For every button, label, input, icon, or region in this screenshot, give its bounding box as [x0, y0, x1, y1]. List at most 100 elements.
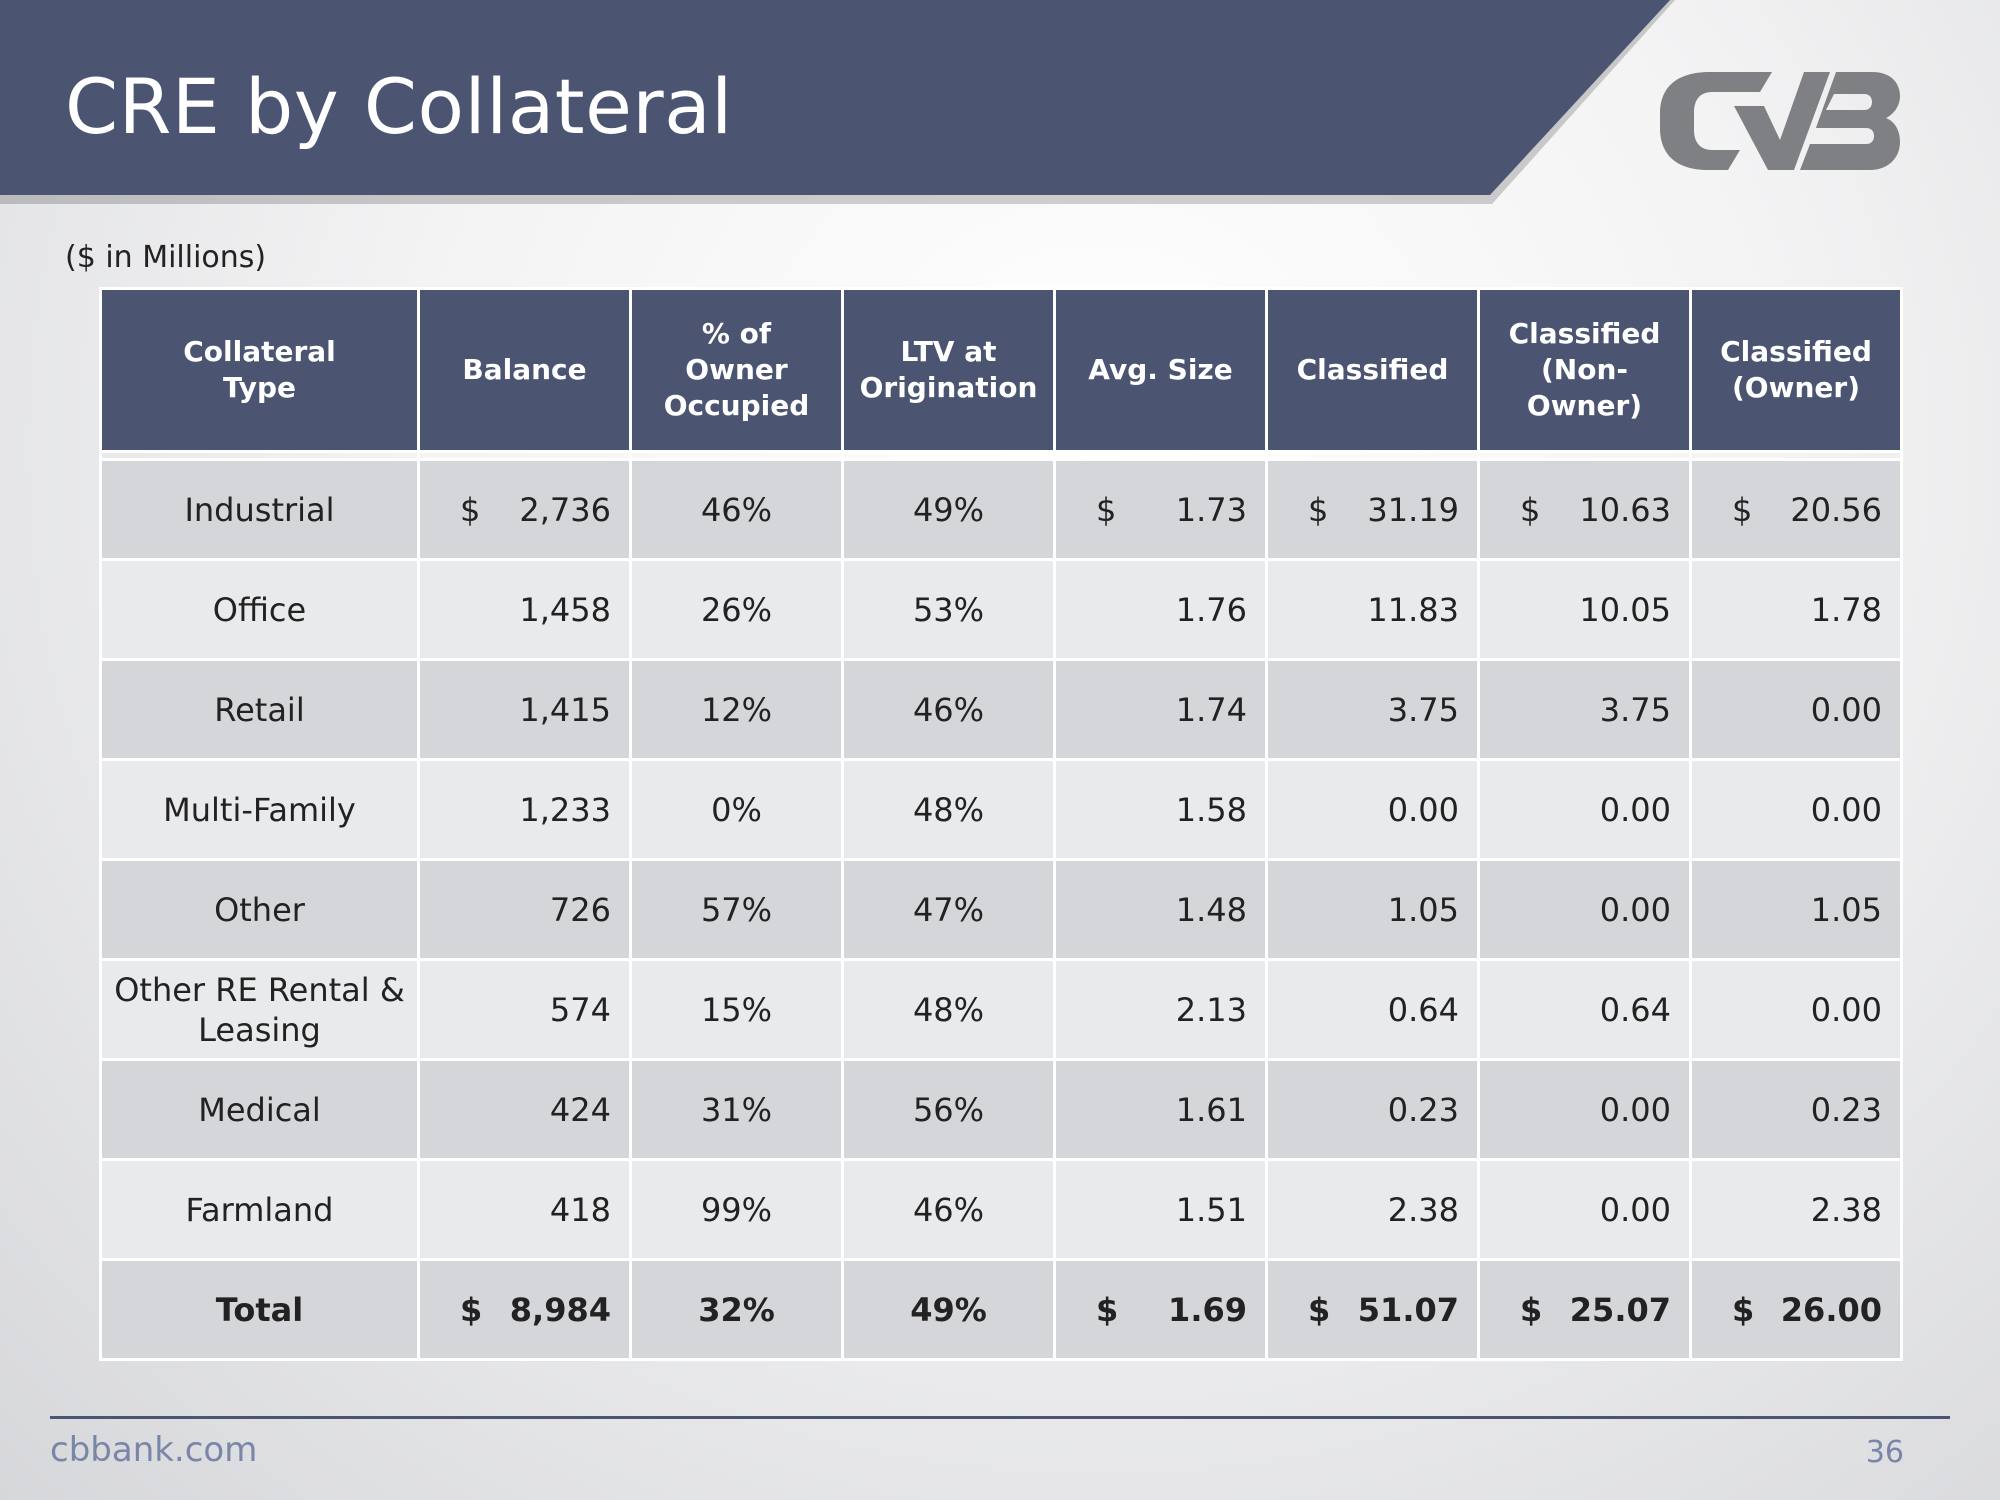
cell-value: 1,458: [519, 590, 611, 629]
cell-value: 25.07: [1569, 1290, 1671, 1329]
owner-occupied-cell: 0%: [629, 758, 844, 861]
cell-value: 99%: [700, 1190, 773, 1229]
cell-value: 0.23: [1387, 1090, 1459, 1129]
cell-value: 2.38: [1810, 1190, 1882, 1229]
classified-cell: 0.23: [1265, 1058, 1480, 1161]
classified-owner-cell: 2.38: [1689, 1158, 1903, 1261]
column-header: Classified (Owner): [1689, 287, 1903, 453]
cell-value: 424: [549, 1090, 611, 1129]
cell-value: 1.05: [1387, 890, 1459, 929]
column-header-text: LTV at: [900, 335, 997, 368]
cell-value: 46%: [912, 690, 985, 729]
cell-value: 0.64: [1387, 990, 1459, 1029]
avg-size-cell: 1.74: [1053, 658, 1268, 761]
footer-website[interactable]: cbbank.com: [50, 1430, 258, 1470]
collateral-type-cell: Farmland: [99, 1158, 420, 1261]
cell-value: 2.13: [1175, 990, 1247, 1029]
cell-value: 56%: [912, 1090, 985, 1129]
cell-value: 0.00: [1599, 1190, 1671, 1229]
classified-cell: $51.07: [1265, 1258, 1480, 1361]
column-header-text: Classified: [1296, 353, 1449, 386]
column-header: Collateral Type: [99, 287, 420, 453]
classified-non-owner-cell: 0.00: [1477, 858, 1692, 961]
cell-value: 0.00: [1387, 790, 1459, 829]
cell-value: 0.00: [1810, 990, 1882, 1029]
cell-value: 1.76: [1175, 590, 1247, 629]
cell-value: 57%: [700, 890, 773, 929]
classified-non-owner-cell: 0.00: [1477, 1058, 1692, 1161]
collateral-type-cell: Medical: [99, 1058, 420, 1161]
cell-value: 48%: [912, 790, 985, 829]
table-row: Medical 424 31% 56% 1.61 0.23 0.00 0.23: [99, 1058, 1903, 1161]
table-row: Multi-Family 1,233 0% 48% 1.58 0.00 0.00 0.00: [99, 758, 1903, 861]
collateral-type-cell: Total: [99, 1258, 420, 1361]
cell-value: 1.58: [1175, 790, 1247, 829]
ltv-cell: 46%: [841, 1158, 1056, 1261]
classified-cell: 0.00: [1265, 758, 1480, 861]
cell-value: 26%: [700, 590, 773, 629]
classified-owner-cell: 1.05: [1689, 858, 1903, 961]
classified-non-owner-cell: 0.64: [1477, 958, 1692, 1061]
cell-value: 0%: [711, 790, 762, 829]
cell-value: 49%: [910, 1290, 987, 1329]
cell-value: 1.05: [1810, 890, 1882, 929]
collateral-type-cell: Other: [99, 858, 420, 961]
ltv-cell: 47%: [841, 858, 1056, 961]
currency-symbol: $: [460, 490, 481, 529]
cell-value: 0.23: [1810, 1090, 1882, 1129]
cell-value: 0.00: [1810, 790, 1882, 829]
column-header: Avg. Size: [1053, 287, 1268, 453]
owner-occupied-cell: 99%: [629, 1158, 844, 1261]
cell-value: 11.83: [1367, 590, 1459, 629]
classified-non-owner-cell: 10.05: [1477, 558, 1692, 661]
cell-value: 1.69: [1168, 1290, 1247, 1329]
classified-cell: $31.19: [1265, 458, 1480, 561]
currency-symbol: $: [1520, 1290, 1543, 1329]
total-row: Total $8,984 32% 49% $1.69 $51.07 $25.07 $26.00: [99, 1258, 1903, 1361]
cell-value: 46%: [700, 490, 773, 529]
cell-value: 26.00: [1780, 1290, 1882, 1329]
collateral-type-text: Other RE Rental &: [114, 970, 405, 1009]
balance-cell: 574: [417, 958, 632, 1061]
collateral-type-cell: Retail: [99, 658, 420, 761]
currency-symbol: $: [1308, 1290, 1331, 1329]
owner-occupied-cell: 12%: [629, 658, 844, 761]
cell-value: 1.51: [1175, 1190, 1247, 1229]
balance-cell: 1,233: [417, 758, 632, 861]
cell-value: 0.00: [1599, 1090, 1671, 1129]
column-header-text: Type: [222, 371, 297, 404]
owner-occupied-cell: 31%: [629, 1058, 844, 1161]
collateral-type-cell: Office: [99, 558, 420, 661]
ltv-cell: 48%: [841, 958, 1056, 1061]
balance-cell: $8,984: [417, 1258, 632, 1361]
cell-value: 0.00: [1599, 890, 1671, 929]
balance-cell: 1,415: [417, 658, 632, 761]
table-row: Farmland 418 99% 46% 1.51 2.38 0.00 2.38: [99, 1158, 1903, 1261]
column-header-text: Avg. Size: [1088, 353, 1233, 386]
cell-value: 20.56: [1790, 490, 1882, 529]
cvb-logo-icon: [1660, 72, 1900, 170]
ltv-cell: 49%: [841, 1258, 1056, 1361]
balance-cell: $2,736: [417, 458, 632, 561]
cell-value: 574: [549, 990, 611, 1029]
title-banner: [0, 0, 1670, 195]
collateral-type-cell: Other RE Rental & Leasing: [99, 958, 420, 1061]
header-gap: [99, 450, 1903, 461]
collateral-type-text: Multi-Family: [163, 790, 356, 829]
avg-size-cell: 1.51: [1053, 1158, 1268, 1261]
cell-value: 2,736: [519, 490, 611, 529]
classified-non-owner-cell: $25.07: [1477, 1258, 1692, 1361]
collateral-type-text: Office: [212, 590, 307, 629]
cell-value: 46%: [912, 1190, 985, 1229]
column-header: Classified (Non- Owner): [1477, 287, 1692, 453]
classified-cell: 0.64: [1265, 958, 1480, 1061]
cell-value: 8,984: [509, 1290, 611, 1329]
cre-collateral-table: Collateral Type Balance% of Owner Occupied LT…: [99, 287, 1903, 1361]
ltv-cell: 46%: [841, 658, 1056, 761]
cell-value: 10.05: [1579, 590, 1671, 629]
cell-value: 47%: [912, 890, 985, 929]
owner-occupied-cell: 15%: [629, 958, 844, 1061]
cell-value: 1.61: [1175, 1090, 1247, 1129]
owner-occupied-cell: 57%: [629, 858, 844, 961]
cell-value: 1,415: [519, 690, 611, 729]
